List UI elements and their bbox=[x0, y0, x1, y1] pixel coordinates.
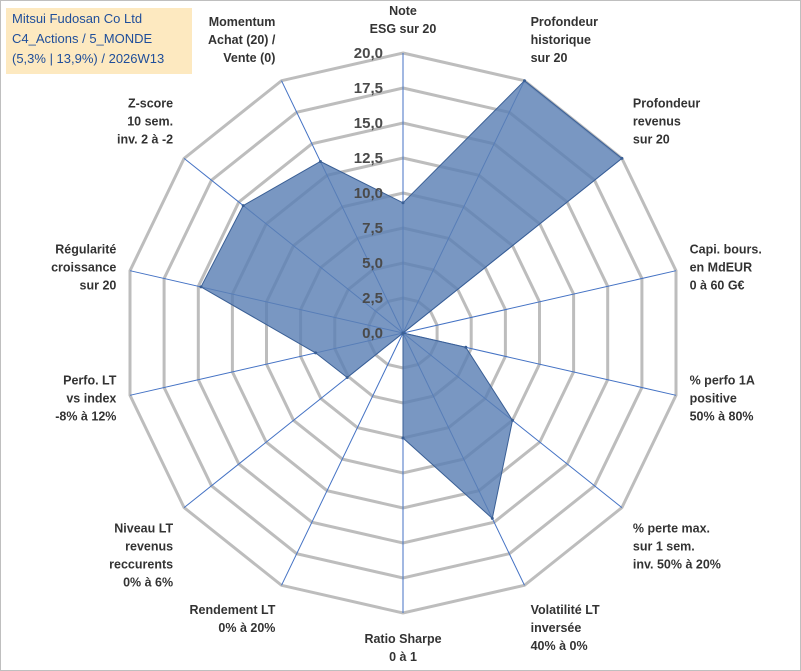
axis-label-line: Z-score bbox=[128, 97, 173, 111]
axis-label-line: inversée bbox=[531, 621, 582, 635]
axis-label-line: sur 20 bbox=[531, 51, 568, 65]
axis-label-line: 40% à 0% bbox=[531, 639, 588, 653]
axis-label-line: Niveau LT bbox=[114, 521, 173, 535]
data-point-0 bbox=[401, 201, 405, 205]
data-point-4 bbox=[464, 345, 468, 349]
axis-label-line: Régularité bbox=[55, 243, 116, 257]
chart-title-box: Mitsui Fudosan Co Ltd C4_Actions / 5_MON… bbox=[6, 8, 192, 74]
axis-label-line: Rendement LT bbox=[190, 603, 276, 617]
data-point-10 bbox=[314, 351, 318, 355]
axis-label-line: 10 sem. bbox=[127, 115, 173, 129]
axis-label-line: Volatilité LT bbox=[531, 603, 600, 617]
axis-label-line: Achat (20) / bbox=[208, 33, 276, 47]
axis-label-9: Niveau LT revenus reccurents 0% à 6% bbox=[109, 521, 173, 589]
data-point-11 bbox=[199, 285, 203, 289]
data-point-1 bbox=[523, 79, 526, 83]
axis-label-line: 0 à 1 bbox=[389, 650, 417, 664]
axis-label-13: Momentum Achat (20) / Vente (0) bbox=[208, 15, 276, 65]
tick-label: 10,0 bbox=[354, 185, 383, 202]
tick-label: 2,5 bbox=[362, 290, 383, 307]
axis-label-line: historique bbox=[531, 33, 591, 47]
axis-label-line: Momentum bbox=[209, 15, 276, 29]
axis-label-12: Z-score 10 sem. inv. 2 à -2 bbox=[117, 97, 173, 147]
radial-tick-labels: 0,0 2,5 5,0 7,5 10,0 12,5 15,0 17,5 20,0 bbox=[354, 45, 383, 342]
axis-label-3: Capi. bours. en MdEUR 0 à 60 G€ bbox=[690, 243, 762, 293]
title-category: C4_Actions / 5_MONDE bbox=[12, 31, 153, 46]
axis-label-1: Profondeur historique sur 20 bbox=[531, 15, 598, 65]
data-point-8 bbox=[401, 331, 405, 335]
data-point-13 bbox=[318, 160, 322, 163]
axis-label-line: Profondeur bbox=[633, 97, 700, 111]
tick-label: 5,0 bbox=[362, 255, 383, 272]
axis-label-line: % perte max. bbox=[633, 521, 710, 535]
axis-label-line: Note bbox=[389, 4, 417, 18]
data-point-5 bbox=[511, 418, 514, 422]
axis-label-4: % perfo 1A positive 50% à 80% bbox=[690, 373, 755, 423]
spoke-8 bbox=[281, 332, 404, 586]
axis-label-line: positive bbox=[690, 391, 737, 405]
data-point-2 bbox=[620, 156, 624, 160]
axis-label-line: Vente (0) bbox=[223, 51, 275, 65]
data-point-12 bbox=[241, 204, 245, 208]
series-area bbox=[200, 80, 623, 520]
tick-label: 0,0 bbox=[362, 325, 383, 342]
axis-label-line: en MdEUR bbox=[690, 261, 753, 275]
axis-label-line: ESG sur 20 bbox=[370, 22, 437, 36]
axis-label-line: 0% à 6% bbox=[123, 575, 173, 589]
title-period: (5,3% | 13,9%) / 2026W13 bbox=[12, 51, 165, 66]
axis-label-line: vs index bbox=[66, 391, 116, 405]
data-point-6 bbox=[490, 516, 494, 520]
axis-label-6: Volatilité LT inversée 40% à 0% bbox=[531, 603, 600, 653]
tick-label: 15,0 bbox=[354, 115, 383, 132]
axis-label-line: 50% à 80% bbox=[690, 409, 754, 423]
axis-label-line: sur 20 bbox=[633, 133, 670, 147]
axis-label-11: Régularité croissance sur 20 bbox=[51, 243, 116, 293]
axis-label-line: % perfo 1A bbox=[690, 373, 755, 387]
axis-label-line: Ratio Sharpe bbox=[364, 632, 441, 646]
spoke-3 bbox=[402, 270, 677, 334]
axis-label-line: 0 à 60 G€ bbox=[690, 279, 745, 293]
axis-label-line: sur 20 bbox=[80, 279, 117, 293]
axis-label-7: Ratio Sharpe 0 à 1 bbox=[364, 632, 441, 664]
axis-label-10: Perfo. LT vs index -8% à 12% bbox=[55, 373, 117, 423]
axis-label-line: croissance bbox=[51, 261, 116, 275]
axis-label-8: Rendement LT 0% à 20% bbox=[190, 603, 276, 635]
axis-label-line: 0% à 20% bbox=[218, 621, 275, 635]
axis-label-line: inv. 50% à 20% bbox=[633, 557, 721, 571]
axis-label-line: -8% à 12% bbox=[55, 409, 116, 423]
axis-label-2: Profondeur revenus sur 20 bbox=[633, 97, 700, 147]
title-company: Mitsui Fudosan Co Ltd bbox=[12, 11, 143, 26]
data-point-9 bbox=[345, 376, 349, 379]
axis-label-line: reccurents bbox=[109, 557, 173, 571]
axis-labels: Note ESG sur 20 Profondeur historique sur 20… bbox=[51, 4, 762, 664]
tick-label: 17,5 bbox=[354, 80, 383, 97]
tick-label: 20,0 bbox=[354, 45, 383, 62]
data-point-7 bbox=[401, 436, 405, 440]
axis-label-line: Perfo. LT bbox=[63, 373, 117, 387]
axis-label-0: Note ESG sur 20 bbox=[370, 4, 437, 36]
axis-label-line: revenus bbox=[125, 539, 173, 553]
axis-label-line: inv. 2 à -2 bbox=[117, 133, 173, 147]
axis-label-line: Capi. bours. bbox=[690, 243, 762, 257]
axis-label-5: % perte max. sur 1 sem. inv. 50% à 20% bbox=[633, 521, 721, 571]
radar-series bbox=[199, 79, 624, 520]
axis-label-line: sur 1 sem. bbox=[633, 539, 695, 553]
tick-label: 12,5 bbox=[354, 150, 383, 167]
axis-label-line: revenus bbox=[633, 115, 681, 129]
axis-label-line: Profondeur bbox=[531, 15, 598, 29]
tick-label: 7,5 bbox=[362, 220, 383, 237]
